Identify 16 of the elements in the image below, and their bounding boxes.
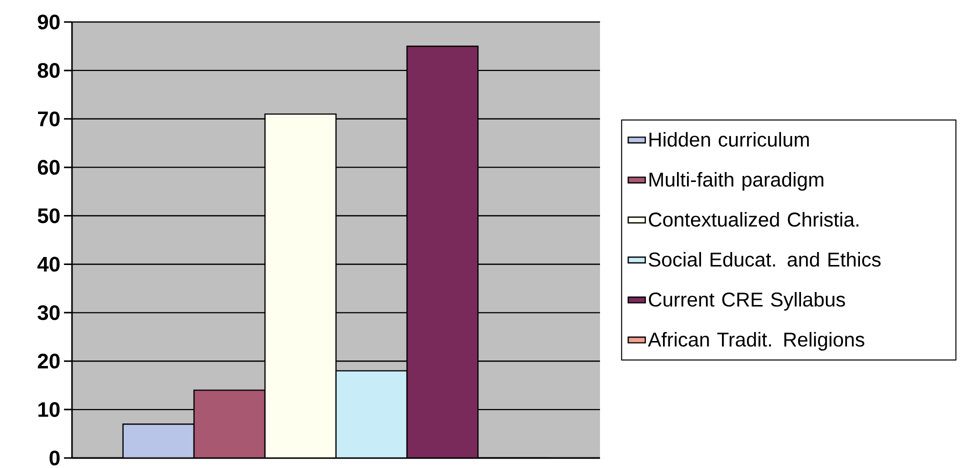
legend-label: African Tradit. Religions [648, 332, 864, 351]
y-tick-label: 30 [38, 305, 60, 320]
y-tick-label: 60 [38, 160, 60, 175]
y-tick-label: 20 [38, 354, 60, 369]
y-tick-label: 40 [37, 256, 60, 272]
legend-label: Contextualized Christia. [648, 212, 858, 227]
y-tick-label: 70 [38, 111, 60, 126]
y-tick-label: 50 [38, 208, 60, 224]
legend-label: Social Educat. and Ethics [648, 252, 881, 267]
legend-label: Hidden curriculum [650, 132, 809, 147]
legend-label: Multi-faith paradigm [650, 172, 824, 191]
y-tick-label: 80 [38, 63, 60, 78]
legend-label: Current CRE Syllabus [648, 292, 845, 311]
y-tick-label: 0 [50, 450, 60, 466]
y-tick-label: 10 [38, 402, 60, 417]
y-tick-label: 90 [38, 14, 60, 30]
